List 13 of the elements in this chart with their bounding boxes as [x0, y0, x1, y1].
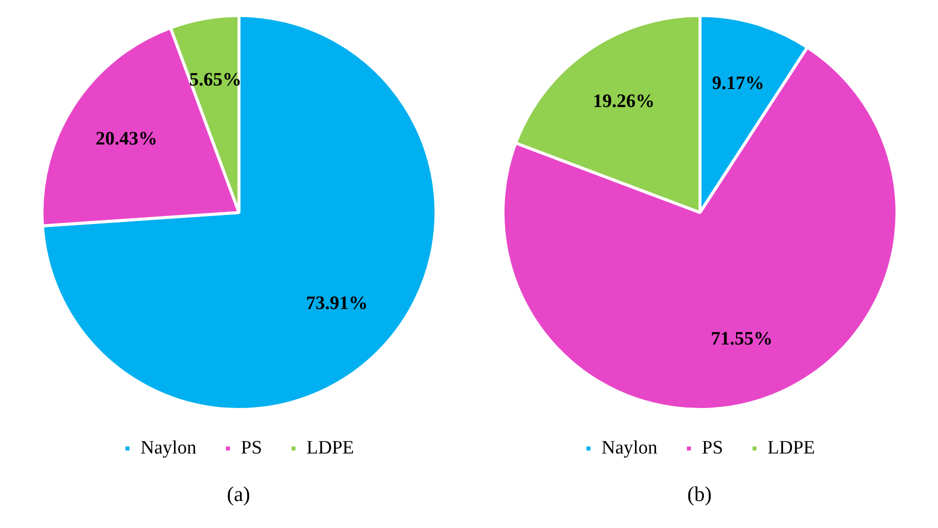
legend-label: PS [240, 437, 262, 458]
legend-label: LDPE [306, 437, 354, 458]
data-label: 73.91% [306, 292, 368, 314]
legend-label: Naylon [600, 437, 658, 458]
legend-label: Naylon [140, 437, 196, 458]
data-label: 71.55% [710, 328, 772, 350]
data-label: 20.43% [95, 128, 157, 150]
legend-label: LDPE [767, 437, 815, 458]
legend-label: PS [701, 437, 723, 458]
text: (b) [687, 482, 712, 507]
data-label: 19.26% [592, 91, 654, 112]
data-label: 9.17% [711, 72, 764, 94]
text: (a) [226, 482, 250, 507]
